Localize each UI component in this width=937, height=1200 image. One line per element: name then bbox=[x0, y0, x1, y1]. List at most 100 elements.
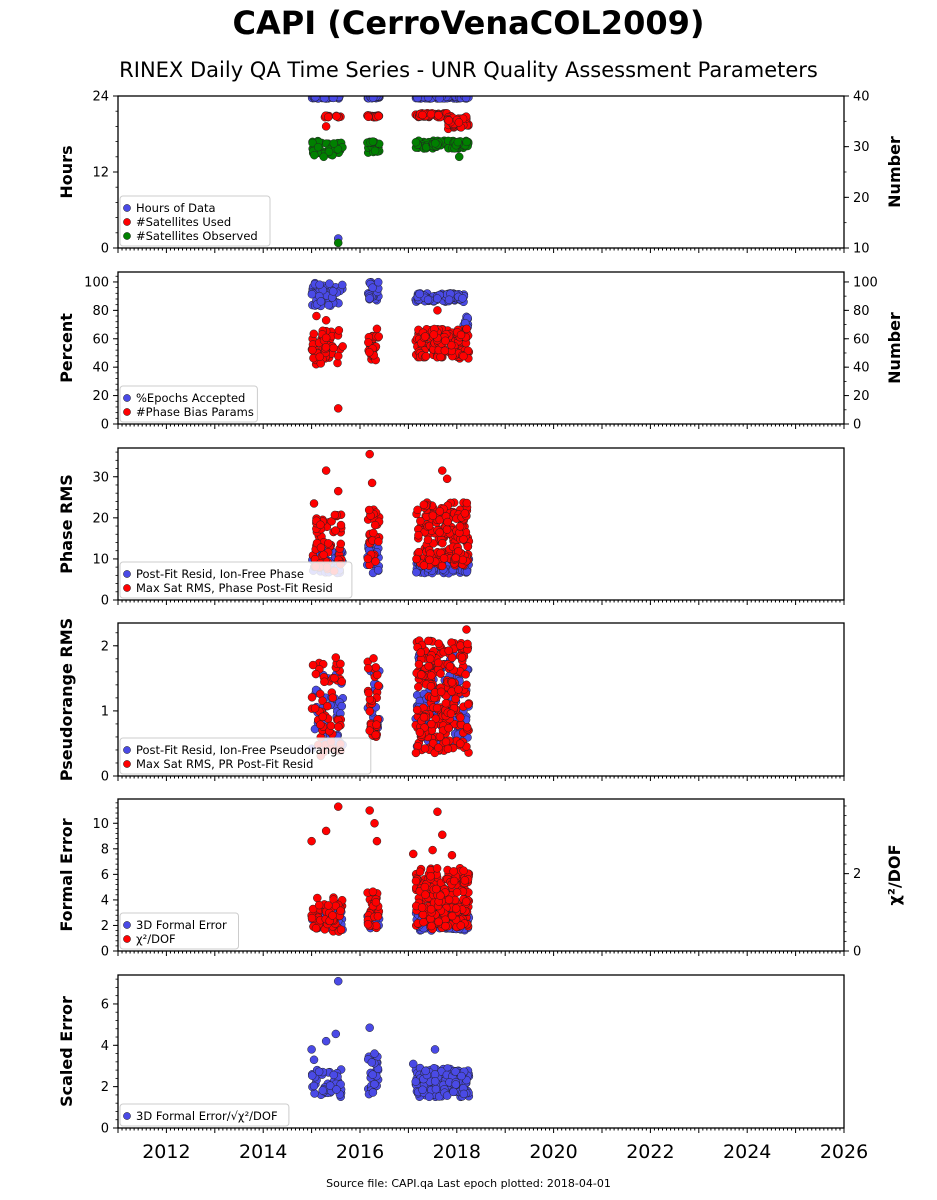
data-point bbox=[324, 539, 333, 548]
y-right-tick-label: 0 bbox=[853, 418, 861, 433]
data-point bbox=[423, 295, 433, 305]
data-point bbox=[309, 1081, 319, 1091]
data-point bbox=[419, 500, 429, 509]
data-point bbox=[463, 700, 473, 709]
data-point bbox=[364, 688, 373, 698]
data-point bbox=[443, 744, 453, 754]
data-point bbox=[413, 96, 422, 103]
y-right-tick-label: 20 bbox=[853, 389, 870, 404]
data-point bbox=[316, 720, 325, 729]
y-tick-label: 4 bbox=[101, 893, 109, 908]
data-point bbox=[434, 658, 443, 668]
y-tick-label: 2 bbox=[101, 919, 109, 934]
data-point bbox=[412, 568, 421, 577]
data-point bbox=[458, 555, 468, 565]
data-point bbox=[314, 1067, 324, 1076]
legend-label: χ²/DOF bbox=[136, 932, 176, 946]
data-point bbox=[429, 330, 439, 339]
data-point bbox=[449, 1087, 458, 1097]
data-point bbox=[412, 705, 422, 715]
data-point bbox=[419, 561, 429, 570]
data-point bbox=[415, 289, 424, 299]
y-axis-label: Formal Error bbox=[57, 818, 76, 931]
legend-marker bbox=[123, 746, 131, 754]
legend-marker bbox=[123, 232, 131, 240]
legend-label: Max Sat RMS, PR Post-Fit Resid bbox=[136, 757, 313, 771]
y-right-tick-label: 60 bbox=[853, 332, 870, 347]
data-point bbox=[373, 277, 383, 287]
data-point bbox=[434, 639, 443, 648]
data-point bbox=[331, 653, 341, 662]
data-point bbox=[329, 1070, 339, 1080]
data-point bbox=[414, 660, 424, 669]
data-point bbox=[433, 807, 442, 817]
y-tick-label: 0 bbox=[101, 770, 109, 785]
y-tick-label: 6 bbox=[101, 868, 109, 883]
data-point bbox=[333, 802, 343, 811]
y-tick-label: 0 bbox=[101, 945, 109, 960]
data-point bbox=[311, 669, 321, 679]
data-point bbox=[438, 830, 447, 840]
data-point bbox=[420, 332, 430, 341]
data-point bbox=[424, 661, 433, 671]
data-point bbox=[457, 653, 467, 662]
data-point bbox=[333, 486, 343, 496]
data-point bbox=[316, 543, 326, 552]
data-point bbox=[442, 474, 452, 484]
data-point bbox=[411, 876, 421, 886]
data-point bbox=[456, 921, 466, 930]
data-point bbox=[413, 505, 422, 515]
data-point bbox=[369, 654, 378, 663]
data-point bbox=[321, 1036, 331, 1046]
legend-box bbox=[119, 385, 258, 423]
data-point bbox=[459, 351, 468, 361]
data-point bbox=[330, 673, 339, 683]
data-point bbox=[447, 911, 457, 921]
data-points bbox=[307, 277, 474, 413]
legend-box bbox=[119, 195, 271, 247]
data-point bbox=[434, 111, 443, 120]
data-point bbox=[463, 346, 473, 355]
data-point bbox=[316, 520, 325, 530]
data-point bbox=[447, 850, 457, 860]
data-point bbox=[418, 110, 427, 120]
data-point bbox=[365, 294, 374, 303]
y-axis-label: Pseudorange RMS bbox=[57, 618, 76, 781]
legend-label: Post-Fit Resid, Ion-Free Pseudorange bbox=[136, 743, 344, 757]
data-point bbox=[444, 723, 453, 733]
data-point bbox=[440, 346, 450, 356]
panel-6: 0 2 4 6 Scaled Error 3D Formal Error/√χ²/DOF 2… bbox=[57, 974, 868, 1163]
data-point bbox=[408, 1059, 418, 1069]
y-tick-label: 8 bbox=[101, 842, 109, 857]
data-point bbox=[309, 329, 319, 339]
legend-label: Post-Fit Resid, Ion-Free Phase bbox=[136, 567, 304, 581]
data-point bbox=[428, 845, 437, 855]
data-point bbox=[421, 352, 431, 361]
data-point bbox=[428, 511, 438, 520]
data-point bbox=[336, 659, 345, 669]
data-point bbox=[324, 147, 334, 157]
data-point bbox=[451, 1067, 460, 1076]
legend-label: #Satellites Observed bbox=[136, 229, 258, 243]
data-point bbox=[368, 96, 378, 102]
data-point bbox=[425, 654, 435, 664]
data-point bbox=[443, 517, 452, 527]
data-point bbox=[430, 1077, 440, 1086]
data-point bbox=[452, 888, 462, 897]
data-point bbox=[415, 728, 425, 737]
axes-frame bbox=[117, 622, 845, 777]
data-point bbox=[425, 555, 434, 565]
y-tick-label: 0 bbox=[101, 242, 109, 257]
data-point bbox=[329, 139, 339, 148]
legend-marker bbox=[123, 218, 131, 226]
data-point bbox=[444, 646, 453, 655]
data-point bbox=[424, 521, 434, 531]
data-point bbox=[314, 900, 324, 910]
legend-label: %Epochs Accepted bbox=[136, 391, 245, 405]
legend-box bbox=[119, 1103, 290, 1127]
data-point bbox=[307, 1045, 316, 1054]
data-point bbox=[369, 528, 378, 538]
data-point bbox=[336, 906, 345, 916]
data-point bbox=[421, 890, 430, 899]
